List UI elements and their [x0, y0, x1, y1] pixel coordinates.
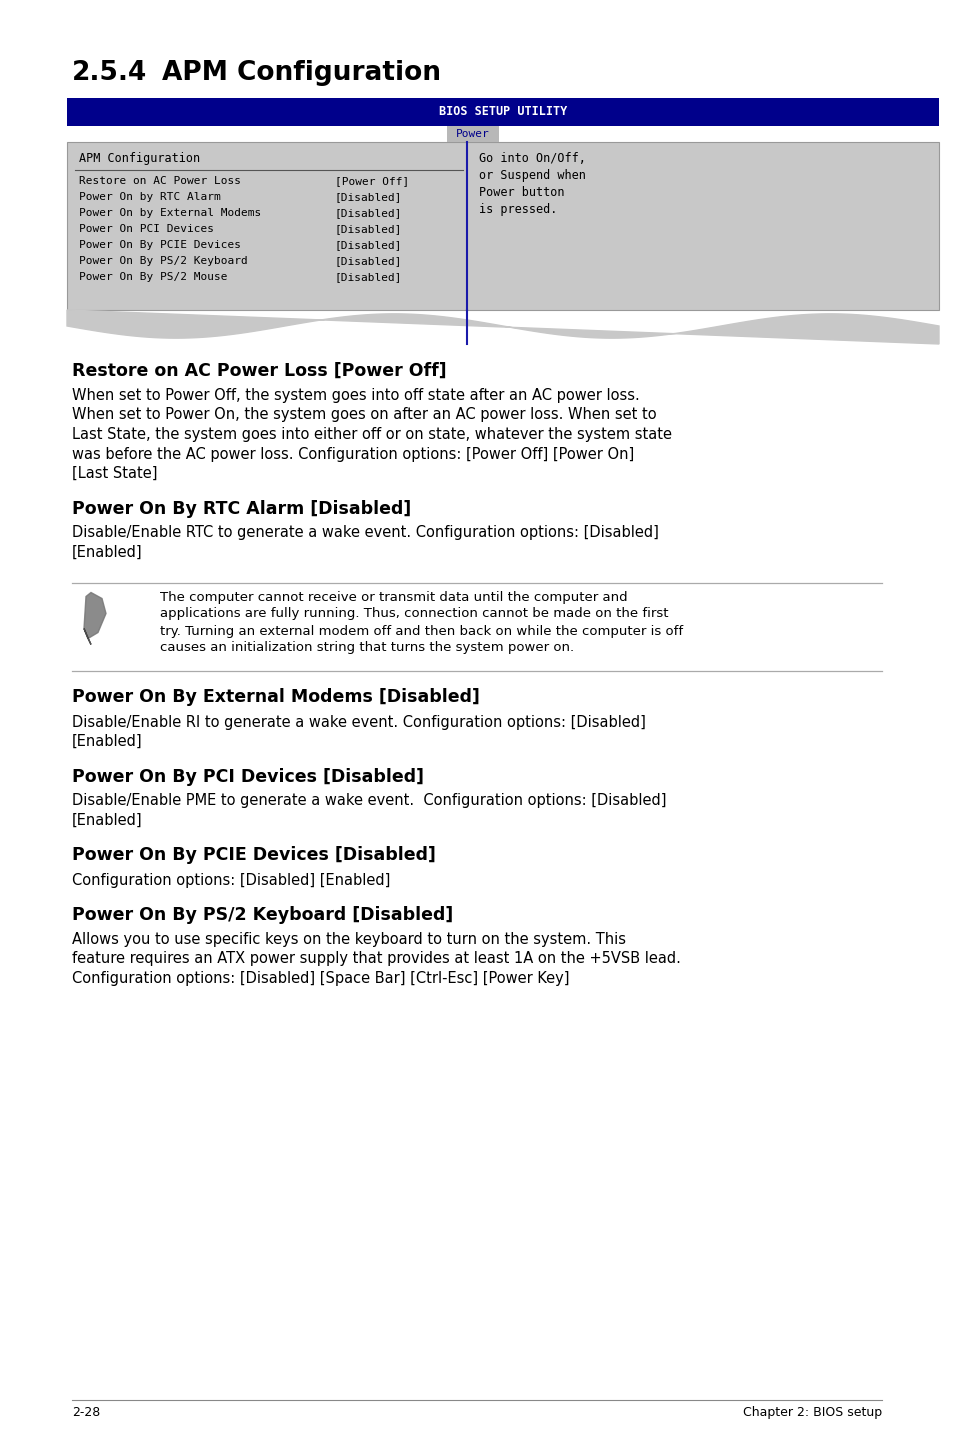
Text: Disable/Enable PME to generate a wake event.  Configuration options: [Disabled]: Disable/Enable PME to generate a wake ev… [71, 794, 666, 808]
Text: Configuration options: [Disabled] [Space Bar] [Ctrl-Esc] [Power Key]: Configuration options: [Disabled] [Space… [71, 971, 569, 986]
Text: [Disabled]: [Disabled] [335, 209, 402, 219]
Text: [Enabled]: [Enabled] [71, 545, 143, 559]
Text: APM Configuration: APM Configuration [79, 152, 200, 165]
Text: Disable/Enable RI to generate a wake event. Configuration options: [Disabled]: Disable/Enable RI to generate a wake eve… [71, 715, 645, 729]
Text: BIOS SETUP UTILITY: BIOS SETUP UTILITY [438, 105, 566, 118]
Polygon shape [84, 592, 106, 638]
Text: Power On by RTC Alarm: Power On by RTC Alarm [79, 193, 220, 201]
Text: Power On By External Modems [Disabled]: Power On By External Modems [Disabled] [71, 689, 479, 706]
Text: [Disabled]: [Disabled] [335, 224, 402, 234]
Text: When set to Power On, the system goes on after an AC power loss. When set to: When set to Power On, the system goes on… [71, 407, 656, 423]
Text: 2.5.4: 2.5.4 [71, 60, 147, 86]
Bar [67, 142, 938, 311]
Text: [Power Off]: [Power Off] [335, 175, 409, 186]
Text: [Disabled]: [Disabled] [335, 256, 402, 266]
Text: Power On By PS/2 Keyboard: Power On By PS/2 Keyboard [79, 256, 248, 266]
Text: causes an initialization string that turns the system power on.: causes an initialization string that tur… [160, 641, 574, 654]
Text: Restore on AC Power Loss: Restore on AC Power Loss [79, 175, 241, 186]
Text: [Last State]: [Last State] [71, 466, 157, 480]
Bar [447, 127, 498, 142]
Polygon shape [84, 628, 91, 644]
Text: Restore on AC Power Loss [Power Off]: Restore on AC Power Loss [Power Off] [71, 362, 446, 380]
Text: [Disabled]: [Disabled] [335, 240, 402, 250]
Text: APM Configuration: APM Configuration [162, 60, 440, 86]
Text: 2-28: 2-28 [71, 1406, 100, 1419]
Text: or Suspend when: or Suspend when [478, 170, 585, 183]
Text: Power On By PCI Devices [Disabled]: Power On By PCI Devices [Disabled] [71, 768, 423, 785]
Text: Allows you to use specific keys on the keyboard to turn on the system. This: Allows you to use specific keys on the k… [71, 932, 625, 948]
Text: was before the AC power loss. Configuration options: [Power Off] [Power On]: was before the AC power loss. Configurat… [71, 447, 634, 462]
Text: [Disabled]: [Disabled] [335, 272, 402, 282]
Bar [67, 98, 938, 127]
Text: Power: Power [456, 129, 489, 139]
Text: try. Turning an external modem off and then back on while the computer is off: try. Turning an external modem off and t… [160, 624, 682, 637]
Text: Chapter 2: BIOS setup: Chapter 2: BIOS setup [742, 1406, 882, 1419]
Text: [Enabled]: [Enabled] [71, 733, 143, 749]
Text: Configuration options: [Disabled] [Enabled]: Configuration options: [Disabled] [Enabl… [71, 873, 390, 887]
Text: Disable/Enable RTC to generate a wake event. Configuration options: [Disabled]: Disable/Enable RTC to generate a wake ev… [71, 525, 659, 541]
Text: Power On By PS/2 Mouse: Power On By PS/2 Mouse [79, 272, 227, 282]
Text: [Enabled]: [Enabled] [71, 812, 143, 828]
Text: is pressed.: is pressed. [478, 203, 557, 216]
Text: feature requires an ATX power supply that provides at least 1A on the +5VSB lead: feature requires an ATX power supply tha… [71, 952, 680, 966]
Text: Power On By RTC Alarm [Disabled]: Power On By RTC Alarm [Disabled] [71, 499, 411, 518]
Text: When set to Power Off, the system goes into off state after an AC power loss.: When set to Power Off, the system goes i… [71, 388, 639, 403]
Text: Power On PCI Devices: Power On PCI Devices [79, 224, 213, 234]
Text: Last State, the system goes into either off or on state, whatever the system sta: Last State, the system goes into either … [71, 427, 671, 441]
Text: Power On By PCIE Devices [Disabled]: Power On By PCIE Devices [Disabled] [71, 847, 436, 864]
Polygon shape [67, 311, 938, 344]
Text: Power button: Power button [478, 186, 564, 198]
Text: Go into On/Off,: Go into On/Off, [478, 152, 585, 165]
Text: Power On by External Modems: Power On by External Modems [79, 209, 261, 219]
Text: Power On By PS/2 Keyboard [Disabled]: Power On By PS/2 Keyboard [Disabled] [71, 906, 453, 925]
Text: applications are fully running. Thus, connection cannot be made on the first: applications are fully running. Thus, co… [160, 607, 668, 621]
Text: The computer cannot receive or transmit data until the computer and: The computer cannot receive or transmit … [160, 591, 627, 604]
Text: [Disabled]: [Disabled] [335, 193, 402, 201]
Text: Power On By PCIE Devices: Power On By PCIE Devices [79, 240, 241, 250]
